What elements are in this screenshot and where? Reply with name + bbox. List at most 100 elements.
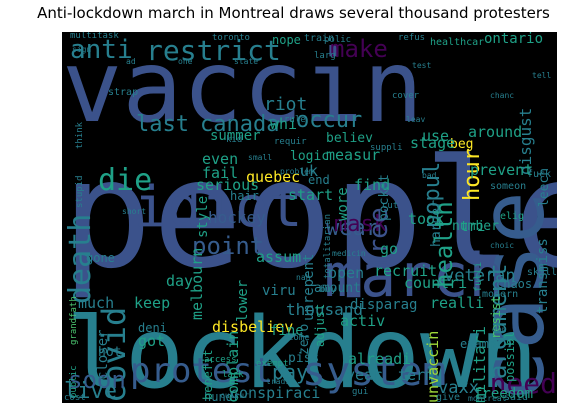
word-melbourn: melbourn <box>188 247 206 320</box>
word-hair: hair <box>230 189 259 203</box>
word-rule: rule <box>284 115 306 125</box>
word-make: make <box>330 35 388 63</box>
word-problem: problem <box>280 167 314 176</box>
word-state: state <box>234 57 259 66</box>
word-disbeliev: disbeliev <box>212 318 294 336</box>
word-vaxx: vaxx <box>438 378 479 398</box>
word-conspiraci: conspiraci <box>230 384 321 402</box>
word-closer: closer <box>95 329 111 381</box>
word-harder: harder <box>429 199 444 247</box>
word-come: come <box>288 333 310 343</box>
word-give: give <box>436 392 461 403</box>
word-even: even <box>202 150 239 168</box>
word-stupid: stupid <box>75 175 85 209</box>
word-modern: modern <box>482 289 519 300</box>
word-fuck: fuck <box>527 169 552 180</box>
word-larg: larg <box>314 51 336 61</box>
word-medicin: medicin <box>332 249 366 258</box>
word-chanc: chanc <box>490 91 515 100</box>
word-alreadi: alreadi <box>348 350 412 368</box>
word-strap: strap <box>108 87 139 98</box>
word-tell: tell <box>532 71 552 80</box>
word-stage: stage <box>410 134 456 152</box>
word-number: number <box>452 219 499 234</box>
word-recruit: recruit <box>374 262 438 280</box>
word-leav: leav <box>406 115 426 124</box>
word-last: last <box>136 112 189 137</box>
word-got: got <box>138 332 166 350</box>
word-bad: bad <box>422 171 437 180</box>
word-hockey: hockey <box>208 208 266 227</box>
word-possibl: possibl <box>503 331 517 383</box>
word-die: die <box>98 163 153 198</box>
word-took: took <box>408 210 445 228</box>
word-disparag: disparag <box>350 297 418 313</box>
word-beg: beg <box>450 137 474 152</box>
word-assum: assum <box>256 248 302 266</box>
word-multitask: multitask <box>70 32 119 41</box>
word-suppli: suppli <box>370 143 403 153</box>
word-people: people <box>62 128 557 302</box>
word-test: test <box>412 61 432 70</box>
word-hundr: hundr <box>204 390 241 403</box>
word-sign: sign <box>72 45 92 54</box>
word-healthcar: healthcar <box>430 37 485 48</box>
word-protest: protest <box>130 351 274 391</box>
word-train: train <box>304 33 335 44</box>
word-day: day <box>166 272 194 290</box>
word-lack: lack <box>222 370 244 380</box>
word-exampl: exampl <box>460 337 504 351</box>
word-need: need <box>489 367 557 400</box>
word-cut: cut <box>382 201 399 211</box>
word-nope: nope <box>272 33 301 47</box>
word-serious: serious <box>196 176 260 194</box>
word-start: start <box>288 186 334 204</box>
word-canada: canada <box>200 112 280 137</box>
word-point: point <box>192 232 265 260</box>
word-choic: choic <box>490 241 515 250</box>
word-short: short <box>122 207 147 216</box>
word-go: go <box>380 240 399 258</box>
word-lower: lower <box>235 279 251 322</box>
word-open: open <box>328 264 365 282</box>
word-fulli: fulli <box>473 261 484 292</box>
word-viru: viru <box>262 283 296 299</box>
word-nah: nah <box>296 273 311 282</box>
word-thousand: thousand <box>286 300 364 319</box>
word-countri: countri <box>404 274 468 292</box>
word-term: term <box>398 366 435 384</box>
word-ontario: ontario <box>484 32 544 47</box>
word-totalitarian: totalitarian <box>323 213 333 279</box>
word-montreal: montreal <box>468 394 507 403</box>
word-logic: logic <box>290 149 330 164</box>
word-believ: believ <box>326 131 373 146</box>
word-tri: tri <box>460 219 486 235</box>
word-summer: summer <box>210 128 261 144</box>
word-amount: amount <box>314 281 361 296</box>
word-vaccin: vaccin <box>62 32 424 145</box>
word-cost: cost <box>64 393 86 403</box>
word-riot: riot <box>264 94 308 115</box>
word-unrepent: unrepent <box>301 253 317 322</box>
word-live: live <box>64 379 117 403</box>
word-fail: fail <box>202 164 239 182</box>
word-someon: someon <box>490 181 527 192</box>
word-piss: piss <box>288 351 320 366</box>
word-don: don <box>492 325 507 334</box>
word-prevent: prevent <box>470 161 534 179</box>
word-polic: polic <box>324 35 352 45</box>
word-realli: realli <box>430 294 485 312</box>
word-restrict: restrict <box>146 34 281 67</box>
word-wear: wear <box>326 216 379 241</box>
word-use: use <box>422 127 450 145</box>
word-lockdown: lockdown <box>66 297 539 403</box>
word-small: small <box>248 153 273 162</box>
word-style: style <box>195 195 211 238</box>
word-requir: requir <box>274 137 307 147</box>
word-buy: buy <box>320 285 337 295</box>
word-toronto: toronto <box>212 33 250 43</box>
word-year: year <box>346 366 383 384</box>
word-system: system <box>302 349 447 395</box>
word-activ: activ <box>340 312 386 330</box>
word-soon: soon <box>68 366 126 394</box>
